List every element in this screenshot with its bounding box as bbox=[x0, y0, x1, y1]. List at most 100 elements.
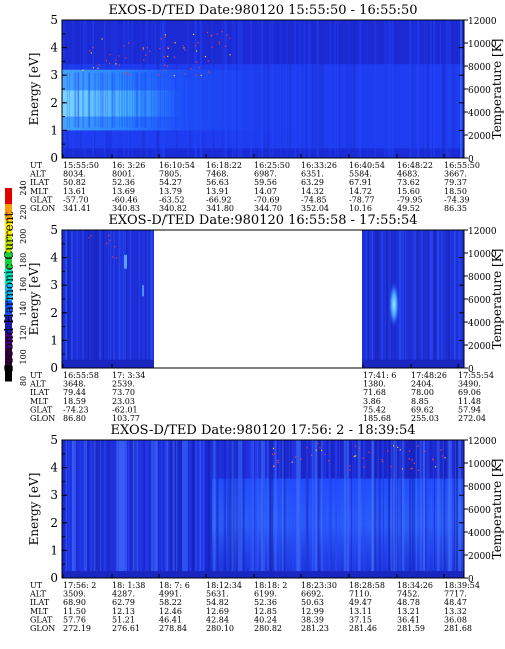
colorbar-tick-label: 180 bbox=[19, 253, 28, 268]
noise-dot bbox=[306, 447, 308, 449]
colorbar-tick-label: 80 bbox=[19, 376, 28, 386]
flux-streak bbox=[226, 440, 230, 578]
flux-streak bbox=[445, 20, 448, 158]
y2-tick-label: 12000 bbox=[468, 227, 497, 237]
colorbar-swatch bbox=[5, 188, 12, 205]
flux-streak bbox=[310, 440, 313, 578]
band-striation bbox=[162, 72, 164, 128]
noise-dot bbox=[355, 455, 357, 457]
flux-streak bbox=[368, 230, 371, 368]
ephemeris-value: 13.32 bbox=[444, 607, 467, 616]
band-striation bbox=[77, 72, 79, 128]
flux-streak bbox=[447, 440, 450, 578]
band-striation bbox=[160, 72, 162, 128]
flux-streak bbox=[164, 440, 167, 578]
ephemeris-value: 341.80 bbox=[206, 204, 234, 213]
noise-dot bbox=[92, 47, 94, 49]
flux-streak bbox=[313, 440, 316, 578]
flux-streak bbox=[249, 440, 253, 578]
y-tick-label: 0 bbox=[50, 571, 58, 585]
ephemeris-value: 2539. bbox=[112, 380, 135, 389]
ephemeris-value: 40.24 bbox=[254, 615, 277, 624]
flux-streak bbox=[324, 440, 327, 578]
noise-dot bbox=[349, 465, 351, 467]
ephemeris-value: 352.04 bbox=[301, 204, 329, 213]
y2-tick-label: 6000 bbox=[468, 296, 491, 306]
flux-streak bbox=[338, 20, 341, 158]
noise-dot bbox=[368, 451, 370, 453]
flux-streak bbox=[445, 230, 447, 368]
y-tick-label: 1 bbox=[50, 123, 58, 137]
flux-streak bbox=[449, 230, 451, 368]
ephemeris-value: 36.08 bbox=[444, 615, 467, 624]
noise-dot bbox=[106, 242, 108, 245]
noise-dot bbox=[399, 449, 401, 451]
ephemeris-value: 281.59 bbox=[397, 624, 425, 633]
y2-axis-label: Temperature [K] bbox=[490, 249, 504, 350]
flux-streak bbox=[328, 440, 331, 578]
ephemeris-row-label: ALT bbox=[29, 170, 46, 179]
flux-streak bbox=[293, 440, 297, 578]
band-striation bbox=[102, 72, 104, 128]
flux-streak bbox=[387, 440, 389, 578]
flux-streak bbox=[288, 440, 291, 578]
flux-streak bbox=[422, 440, 424, 578]
flux-streak bbox=[455, 440, 459, 578]
flux-streak bbox=[254, 440, 257, 578]
flux-streak bbox=[170, 440, 173, 578]
ephemeris-value: 13.11 bbox=[349, 607, 372, 616]
noise-dot bbox=[411, 467, 413, 469]
band-striation bbox=[137, 72, 139, 128]
flux-streak bbox=[177, 440, 179, 578]
ephemeris-value: 272.19 bbox=[63, 624, 91, 633]
flux-streak bbox=[447, 230, 450, 368]
ephemeris-value: 23.03 bbox=[112, 397, 135, 406]
noise-dot bbox=[440, 449, 442, 451]
flux-streak bbox=[422, 230, 424, 368]
noise-dot bbox=[435, 466, 437, 468]
flux-streak bbox=[215, 440, 218, 578]
flux-streak bbox=[458, 230, 461, 368]
flux-streak bbox=[127, 440, 130, 578]
y-tick-label: 1 bbox=[50, 333, 58, 347]
flux-spot bbox=[142, 285, 144, 297]
band-striation bbox=[135, 72, 137, 128]
noise-dot bbox=[90, 52, 92, 54]
ephemeris-value: 13.79 bbox=[159, 187, 182, 196]
flux-streak bbox=[415, 440, 417, 578]
noise-dot bbox=[208, 71, 210, 73]
flux-streak bbox=[392, 20, 394, 158]
flux-streak bbox=[194, 440, 197, 578]
band-striation bbox=[136, 72, 138, 128]
ephemeris-value: 103.77 bbox=[112, 414, 140, 423]
ephemeris-value: 59.56 bbox=[254, 178, 277, 187]
flux-streak bbox=[420, 440, 422, 578]
noise-dot bbox=[432, 459, 435, 461]
band-striation bbox=[88, 72, 90, 128]
colorbar-tick-label: 100 bbox=[19, 349, 28, 364]
ephemeris-row-label: UT bbox=[30, 581, 43, 590]
flux-streak bbox=[102, 230, 104, 368]
flux-streak bbox=[423, 440, 425, 578]
band-striation bbox=[121, 72, 123, 128]
flux-streak bbox=[268, 440, 271, 578]
flux-streak bbox=[236, 440, 238, 578]
ephemeris-value: 6199. bbox=[254, 590, 277, 599]
noise-dot bbox=[408, 458, 410, 460]
ephemeris-value: 68.90 bbox=[63, 598, 86, 607]
flux-streak bbox=[96, 230, 98, 368]
flux-streak bbox=[400, 230, 402, 368]
band-striation bbox=[74, 72, 76, 128]
flux-streak bbox=[96, 440, 99, 578]
ephemeris-row-label: GLAT bbox=[30, 195, 53, 204]
flux-streak bbox=[437, 230, 439, 368]
flux-streak bbox=[132, 440, 135, 578]
flux-streak bbox=[107, 230, 109, 368]
ephemeris-value: 48.78 bbox=[397, 598, 420, 607]
flux-streak bbox=[206, 440, 209, 578]
ephemeris-value: 79.44 bbox=[63, 388, 86, 397]
flux-streak bbox=[416, 230, 419, 368]
flux-streak bbox=[103, 440, 106, 578]
noise-dot bbox=[124, 73, 127, 76]
